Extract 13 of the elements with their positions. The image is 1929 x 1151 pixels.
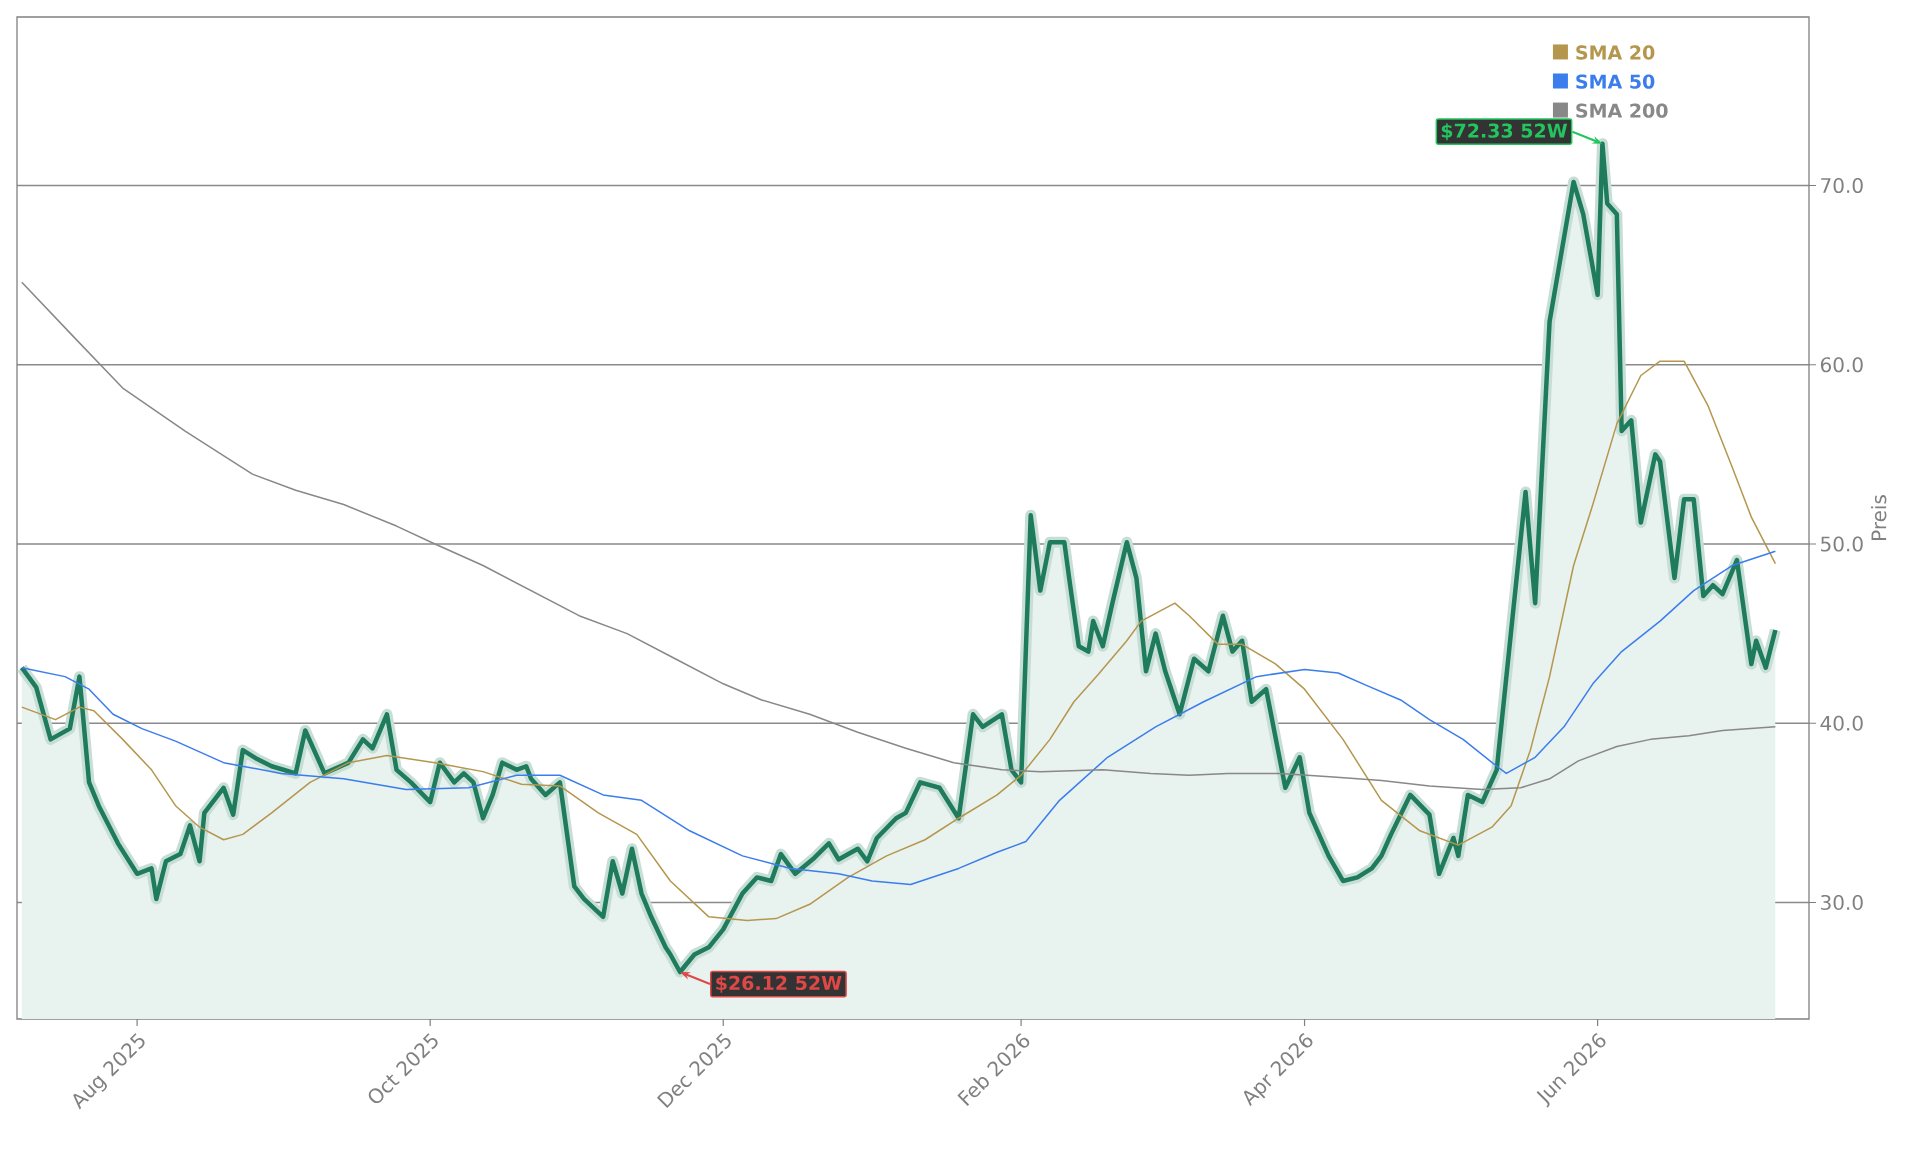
line-series (21, 360, 1777, 922)
text: SMA 200 (1576, 103, 1668, 118)
y-tick-label: 40.0 (1820, 715, 1863, 731)
line-series (21, 550, 1777, 886)
legend-label: SMA 50 (1576, 74, 1655, 89)
y-axis-title: Preis (1870, 495, 1887, 540)
annotation: $26.12 52W (716, 975, 842, 993)
y-tick-label: 50.0 (1821, 536, 1863, 552)
annotation: $72.33 52W (1441, 123, 1568, 141)
y-tick-label: 30.0 (1821, 894, 1863, 911)
legend-label: SMA 20 (1576, 45, 1655, 60)
y-tick-label: 60.0 (1820, 357, 1863, 373)
y-tick-label: 70.0 (1821, 177, 1863, 194)
